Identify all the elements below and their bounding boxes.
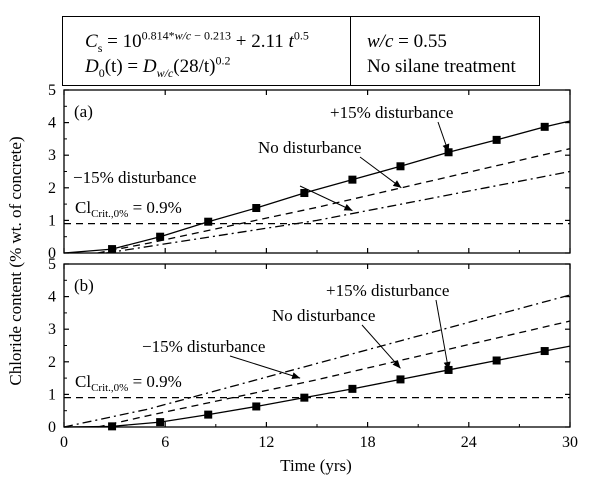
x-tick-label: 24	[461, 434, 477, 451]
annotation-label: No disturbance	[272, 306, 375, 325]
cs-t-exponent: 0.5	[293, 28, 309, 43]
equation-box: Cs = 100.814*w/c − 0.213 + 2.11 t0.5 D0(…	[62, 16, 540, 86]
annotation-arrowhead	[343, 204, 353, 211]
annotation-arrow	[299, 185, 353, 212]
data-point	[108, 245, 117, 254]
y-tick-label: 2	[48, 180, 56, 197]
cs-exp-var: w/c	[174, 28, 192, 43]
cs-base: = 10	[102, 31, 142, 52]
x-tick-label: 12	[258, 434, 274, 451]
annotation-label: No disturbance	[258, 138, 361, 157]
threshold-label-main: Cl	[75, 372, 91, 391]
annotation-arrowhead	[392, 360, 401, 369]
data-point	[156, 232, 165, 241]
annotation-label: −15% disturbance	[142, 337, 265, 356]
panel-a: 0 1 2 3 4 5 +15% disturbance No disturbance −15%…	[48, 82, 571, 262]
series-line-2	[106, 170, 571, 254]
annotation-arrowhead	[442, 143, 450, 153]
data-point	[252, 402, 261, 411]
y-tick-label: 3	[48, 147, 56, 164]
series-line-0	[63, 294, 571, 428]
treatment-label: No silane treatment	[367, 56, 516, 77]
data-point	[396, 162, 405, 171]
threshold-label-sub: Crit.,0%	[91, 382, 128, 394]
cs-t-var: t	[288, 31, 294, 52]
data-point	[204, 410, 213, 419]
x-axis-label: Time (yrs)	[280, 456, 352, 475]
threshold-label-main: Cl	[75, 198, 91, 217]
data-point	[252, 204, 261, 213]
cs-exp-coef: 0.814*	[141, 28, 175, 43]
panel-label: (a)	[74, 102, 93, 121]
d0-arg: (t)	[104, 56, 123, 77]
y-tick-label: 4	[48, 289, 56, 306]
series-line-1	[97, 320, 571, 428]
surface-chloride-equation: Cs = 100.814*w/c − 0.213 + 2.11 t0.5	[85, 28, 309, 55]
y-tick-label: 3	[48, 321, 56, 338]
d0-symbol: D	[85, 56, 99, 77]
cs-plus-term: + 2.11	[231, 31, 289, 52]
annotation-label: +15% disturbance	[330, 103, 453, 122]
data-point	[396, 375, 405, 384]
data-point	[156, 418, 165, 427]
wc-var: w/c	[367, 31, 394, 52]
y-tick-label: 2	[48, 354, 56, 371]
annotation-arrow	[361, 324, 401, 369]
y-tick-label: 0	[48, 419, 56, 436]
y-tick-label: 1	[48, 212, 56, 229]
data-point	[540, 347, 549, 356]
panel-label: (b)	[74, 276, 94, 295]
y-tick-label: 5	[48, 82, 56, 99]
data-point	[204, 217, 213, 226]
d0-equals: =	[122, 56, 143, 77]
d0-exponent: 0.2	[215, 53, 231, 68]
annotation-label: +15% disturbance	[326, 281, 449, 300]
d0-ratio: (28/t)	[173, 56, 216, 77]
data-point	[108, 422, 117, 431]
x-tick-label: 18	[360, 434, 376, 451]
x-tick-label: 0	[60, 434, 68, 451]
data-point	[492, 356, 501, 365]
threshold-label: ClCrit.,0% = 0.9%	[75, 372, 182, 394]
data-point	[540, 122, 549, 131]
wc-ratio: w/c = 0.55	[367, 31, 447, 53]
series-line-1	[97, 148, 571, 254]
annotation-arrowhead	[392, 180, 402, 188]
y-tick-label: 5	[48, 256, 56, 273]
d0-subscript: 0	[98, 65, 105, 80]
threshold-label-sub: Crit.,0%	[91, 208, 128, 220]
annotation-arrow	[359, 156, 402, 189]
cs-subscript: s	[97, 40, 103, 55]
cs-exp-tail: − 0.213	[191, 28, 232, 43]
plot-frame	[63, 263, 571, 428]
y-tick-label: 1	[48, 386, 56, 403]
data-point	[300, 189, 309, 198]
annotation-arrowhead	[291, 372, 301, 380]
y-axis-label: Chloride content (% wt. of concrete)	[6, 136, 25, 385]
threshold-label-value: = 0.9%	[128, 198, 182, 217]
x-tick-label: 6	[161, 434, 169, 451]
series-line-0	[63, 120, 571, 254]
x-tick-label: 30	[562, 434, 578, 451]
y-tick-label: 0	[48, 245, 56, 262]
cs-symbol: C	[85, 31, 98, 52]
equation-divider	[350, 17, 351, 85]
series-line-2	[63, 345, 571, 428]
diffusion-equation: D0(t) = Dw/c(28/t)0.2	[85, 53, 231, 80]
dwc-subscript: w/c	[156, 65, 174, 80]
annotation-arrow	[229, 355, 301, 379]
annotation-arrowhead	[443, 361, 451, 370]
threshold-label: ClCrit.,0% = 0.9%	[75, 198, 182, 220]
threshold-label-value: = 0.9%	[128, 372, 182, 391]
data-point	[348, 384, 357, 393]
wc-value: = 0.55	[393, 31, 447, 52]
annotation-label: −15% disturbance	[73, 168, 196, 187]
y-tick-label: 4	[48, 115, 56, 132]
annotation-arrow	[435, 299, 450, 371]
dwc-symbol: D	[142, 56, 157, 77]
data-point	[492, 135, 501, 144]
data-point	[348, 175, 357, 184]
